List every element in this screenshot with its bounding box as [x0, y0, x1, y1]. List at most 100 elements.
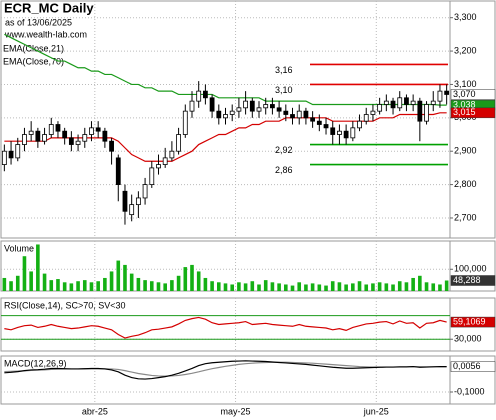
volume-bar [109, 271, 114, 291]
candle-body [357, 120, 362, 129]
volume-bar [149, 281, 154, 291]
volume-bar [29, 271, 33, 291]
volume-bar [129, 273, 134, 291]
last-value-label: 0,0056 [453, 361, 481, 371]
candle-body [236, 107, 242, 112]
volume-bar [377, 282, 382, 291]
candle-body [363, 114, 369, 122]
volume-bar [384, 283, 389, 291]
last-value-label: 3,038 [453, 100, 476, 110]
volume-bar [183, 267, 188, 291]
last-value-label: 59,1069 [453, 316, 486, 326]
candle-body [196, 90, 202, 102]
candle-body [390, 100, 396, 109]
candle-body [109, 140, 114, 152]
candle-body [276, 107, 282, 112]
candle-body [55, 124, 61, 132]
candle-body [202, 90, 208, 99]
candle-body [176, 134, 181, 152]
legend-entry: EMA(Close,70) [3, 56, 64, 66]
volume-bar [284, 284, 288, 291]
volume-bar [42, 273, 47, 291]
candle-body [256, 107, 262, 112]
volume-bar [96, 281, 100, 291]
candle-body [397, 97, 403, 109]
volume-bar [310, 283, 315, 291]
volume-bar [136, 277, 141, 291]
candle-body [417, 100, 423, 122]
candle-body [15, 144, 21, 159]
candle-body [169, 150, 175, 159]
candle-body [135, 197, 141, 206]
candle-body [75, 140, 81, 145]
volume-bar [337, 282, 342, 291]
volume-bar [290, 285, 295, 291]
candle-body [437, 90, 443, 102]
candle-body [404, 97, 409, 105]
candle-body [129, 204, 135, 216]
candle-body [216, 110, 222, 119]
candle-body [249, 100, 255, 112]
candle-body [263, 104, 269, 109]
candle-body [296, 110, 302, 119]
volume-bar [190, 264, 194, 291]
panel-title: Volume [4, 243, 34, 253]
volume-bar [344, 284, 348, 291]
candle-body [28, 130, 34, 135]
candle-body [115, 157, 121, 185]
candle-body [42, 134, 47, 142]
volume-bar [257, 284, 261, 291]
candle-body [223, 114, 228, 119]
y-tick-label: 30,000 [454, 334, 482, 344]
candle-body [62, 130, 68, 139]
volume-bar [263, 280, 268, 291]
x-tick-label: may-25 [221, 406, 251, 416]
candle-body [142, 184, 148, 199]
candle-body [270, 104, 275, 109]
candle-body [343, 130, 349, 139]
volume-bar [9, 281, 13, 291]
candle-body [95, 127, 101, 132]
candle-body [156, 164, 161, 169]
volume-bar [2, 277, 7, 291]
source: www.wealth-lab.com [4, 29, 87, 39]
candle-body [209, 97, 215, 112]
volume-bar [250, 281, 255, 291]
volume-bar [49, 280, 54, 291]
y-tick-label: 3,300 [454, 12, 477, 22]
volume-bar [438, 284, 442, 291]
volume-bar [103, 277, 107, 291]
candle-body [303, 110, 309, 119]
volume-bar [69, 283, 74, 291]
candle-body [290, 114, 295, 119]
candle-body [122, 190, 128, 212]
macd-line [4, 360, 447, 380]
candle-body [410, 100, 416, 105]
candle-body [330, 127, 336, 135]
last-value-label: 3,015 [453, 107, 476, 117]
x-tick-label: jun-25 [363, 406, 389, 416]
volume-bar [176, 275, 181, 291]
volume-bar [397, 281, 402, 291]
candle-body [316, 120, 322, 125]
volume-bar [391, 284, 395, 291]
last-value-badge [450, 361, 496, 372]
volume-bar [196, 271, 201, 291]
volume-bar [56, 279, 60, 291]
y-tick-label: 2,700 [454, 212, 477, 222]
volume-bar [163, 283, 167, 291]
volume-bar [62, 282, 67, 291]
x-tick-label: abr-25 [82, 406, 108, 416]
last-value-label: 3,070 [453, 89, 476, 99]
panel-title: MACD(12,26,9) [4, 358, 67, 368]
candle-body [89, 127, 94, 135]
volume-bar [223, 283, 228, 291]
y-tick-label: 100,000 [454, 264, 487, 274]
candle-body [22, 134, 27, 145]
last-value-badge [450, 89, 496, 100]
y-tick-label: 3,200 [454, 45, 477, 55]
volume-bar [116, 260, 121, 291]
volume-bar [351, 283, 355, 291]
y-tick-label: -0,1000 [454, 386, 485, 396]
